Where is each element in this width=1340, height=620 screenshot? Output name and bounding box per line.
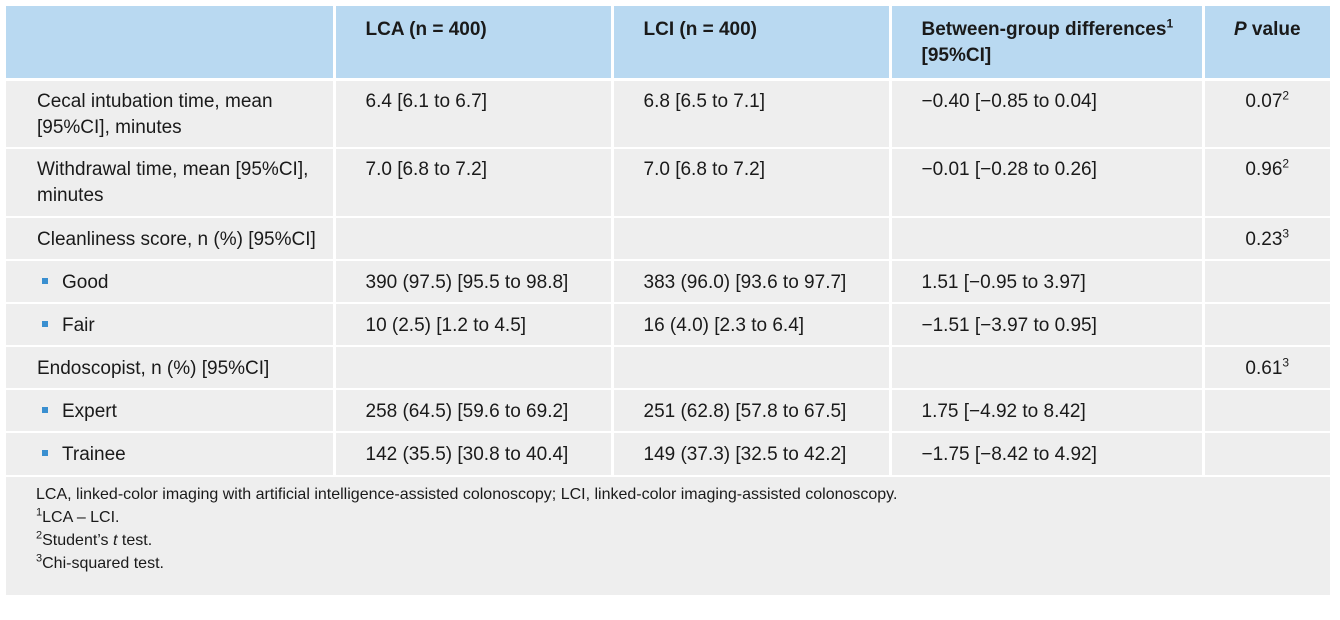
table-row: Fair 10 (2.5) [1.2 to 4.5] 16 (4.0) [2.3… (6, 302, 1330, 346)
bullet-icon (42, 406, 48, 413)
table-row: Good 390 (97.5) [95.5 to 98.8] 383 (96.0… (6, 259, 1330, 303)
p-value-text: 0.61 (1245, 358, 1283, 379)
row-label: Cleanliness score, n (%) [95%CI] (6, 216, 334, 260)
footnote-1: 1LCA – LCI. (36, 506, 1330, 529)
p-value-text: 0.07 (1245, 90, 1283, 112)
table-row: Expert 258 (64.5) [59.6 to 69.2] 251 (62… (6, 388, 1330, 432)
cell-difference (888, 345, 1203, 389)
header-p-rest: value (1246, 19, 1301, 40)
cell-lci: 251 (62.8) [57.8 to 67.5] (610, 388, 890, 432)
cell-difference: −0.40 [−0.85 to 0.04] (888, 78, 1203, 148)
header-row: LCA (n = 400) LCI (n = 400) Between-grou… (6, 6, 1330, 79)
cell-difference: −1.75 [−8.42 to 4.92] (888, 431, 1203, 475)
header-difference-footnote-mark: 1 (1166, 16, 1174, 31)
cell-lci: 16 (4.0) [2.3 to 6.4] (610, 302, 890, 346)
cell-lci (610, 216, 890, 260)
footnote-2-text-italic: t (113, 532, 118, 549)
table-row: Cecal intubation time, mean [95%CI], min… (6, 78, 1330, 148)
footnote-3-text: Chi-squared test. (42, 555, 164, 572)
cell-p-value (1201, 431, 1330, 475)
header-lca: LCA (n = 400) (332, 6, 612, 79)
table-row: Withdrawal time, mean [95%CI], minutes 7… (6, 147, 1330, 217)
table-row: Cleanliness score, n (%) [95%CI] 0.233 (6, 216, 1330, 260)
cell-p-value: 0.233 (1201, 216, 1330, 260)
table-footnotes: LCA, linked-color imaging with artificia… (6, 477, 1330, 595)
cell-p-value (1201, 259, 1330, 303)
row-label: Cecal intubation time, mean [95%CI], min… (6, 78, 334, 148)
cell-p-value (1201, 388, 1330, 432)
header-difference-label: Between-group differences (921, 19, 1167, 40)
p-value-footnote-mark: 2 (1282, 156, 1290, 171)
footnote-2-mark: 2 (36, 529, 43, 542)
cell-lci: 383 (96.0) [93.6 to 97.7] (610, 259, 890, 303)
row-label: Good (6, 259, 334, 303)
cell-p-value (1201, 302, 1330, 346)
row-label-text: Expert (62, 401, 117, 422)
cell-lca: 258 (64.5) [59.6 to 69.2] (332, 388, 612, 432)
row-label-text: Good (62, 272, 109, 293)
header-difference-ci: [95%CI] (921, 45, 992, 66)
p-value-footnote-mark: 3 (1282, 226, 1290, 241)
header-empty-cell (6, 6, 334, 79)
cell-lca: 142 (35.5) [30.8 to 40.4] (332, 431, 612, 475)
cell-difference: −1.51 [−3.97 to 0.95] (888, 302, 1203, 346)
footnote-1-text: LCA – LCI. (42, 509, 120, 526)
row-label-text: Trainee (62, 444, 126, 465)
cell-lca (332, 345, 612, 389)
cell-lca: 390 (97.5) [95.5 to 98.8] (332, 259, 612, 303)
footnote-abbreviations: LCA, linked-color imaging with artificia… (36, 486, 898, 503)
cell-lca (332, 216, 612, 260)
cell-p-value: 0.072 (1201, 78, 1330, 148)
p-value-text: 0.96 (1245, 159, 1283, 180)
cell-lci (610, 345, 890, 389)
p-value-footnote-mark: 2 (1282, 88, 1290, 103)
footnote-3: 3Chi-squared test. (36, 552, 1330, 575)
bullet-icon (42, 449, 48, 456)
row-label: Withdrawal time, mean [95%CI], minutes (6, 147, 334, 217)
p-value-text: 0.23 (1245, 229, 1283, 250)
cell-difference: 1.75 [−4.92 to 8.42] (888, 388, 1203, 432)
table-row: Endoscopist, n (%) [95%CI] 0.613 (6, 345, 1330, 389)
header-p-italic: P (1233, 19, 1247, 40)
footnote-2-text-a: Student’s (42, 532, 113, 549)
row-label: Expert (6, 388, 334, 432)
cell-lca: 10 (2.5) [1.2 to 4.5] (332, 302, 612, 346)
cell-difference: 1.51 [−0.95 to 3.97] (888, 259, 1203, 303)
row-label: Trainee (6, 431, 334, 475)
cell-p-value: 0.613 (1201, 345, 1330, 389)
cell-difference: −0.01 [−0.28 to 0.26] (888, 147, 1203, 217)
header-p-value: P value (1201, 6, 1330, 79)
cell-lca: 7.0 [6.8 to 7.2] (332, 147, 612, 217)
results-table-container: LCA (n = 400) LCI (n = 400) Between-grou… (6, 6, 1330, 595)
footnote-2: 2Student’s t test. (36, 529, 1330, 552)
row-label: Fair (6, 302, 334, 346)
cell-lci: 6.8 [6.5 to 7.1] (610, 78, 890, 148)
results-table: LCA (n = 400) LCI (n = 400) Between-grou… (6, 6, 1330, 475)
cell-lca: 6.4 [6.1 to 6.7] (332, 78, 612, 148)
cell-difference (888, 216, 1203, 260)
footnote-1-mark: 1 (36, 506, 43, 519)
footnote-3-mark: 3 (36, 552, 43, 565)
cell-p-value: 0.962 (1201, 147, 1330, 217)
cell-lci: 7.0 [6.8 to 7.2] (610, 147, 890, 217)
table-row: Trainee 142 (35.5) [30.8 to 40.4] 149 (3… (6, 431, 1330, 475)
header-difference: Between-group differences1 [95%CI] (888, 6, 1203, 79)
bullet-icon (42, 277, 48, 284)
row-label-text: Fair (62, 315, 95, 336)
header-lci: LCI (n = 400) (610, 6, 890, 79)
cell-lci: 149 (37.3) [32.5 to 42.2] (610, 431, 890, 475)
row-label: Endoscopist, n (%) [95%CI] (6, 345, 334, 389)
p-value-footnote-mark: 3 (1282, 355, 1290, 370)
footnote-2-text-b: test. (117, 532, 153, 549)
bullet-icon (42, 320, 48, 327)
